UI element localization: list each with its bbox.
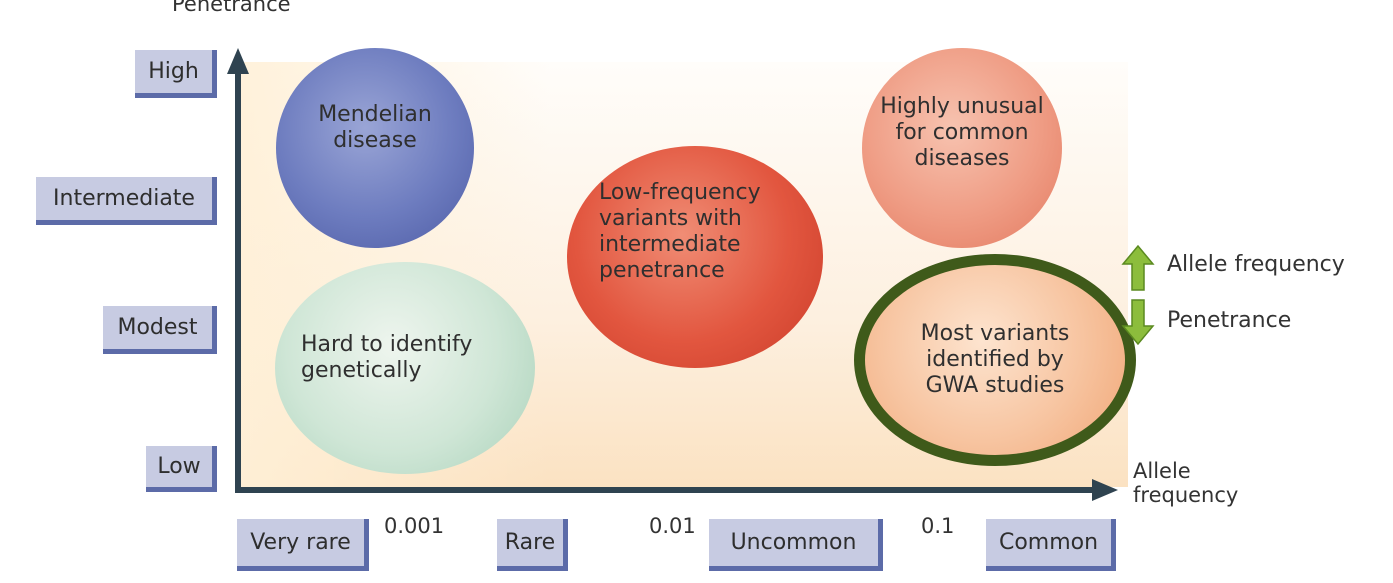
level-low: Low <box>146 446 217 492</box>
bubble-mendelian-label: Mendelian disease <box>318 102 432 153</box>
bubble-low-frequency: Low-frequency variants with intermediate… <box>567 146 823 368</box>
x-axis-title-line1: Allele <box>1133 459 1191 483</box>
legend-allele-frequency: Allele frequency <box>1167 252 1345 277</box>
up-arrow-icon <box>1121 244 1155 291</box>
tick-0-001: 0.001 <box>384 514 445 538</box>
y-axis-title: Penetrance <box>172 0 291 16</box>
bubble-mendelian-disease: Mendelian disease <box>276 48 474 248</box>
y-axis-arrowhead <box>227 48 249 74</box>
bubble-highly-unusual-label: Highly unusual for common diseases <box>880 94 1044 171</box>
bubble-most-variants-gwa: Most variants identified by GWA studies <box>854 254 1136 466</box>
x-axis-title-line2: frequency <box>1133 483 1239 508</box>
x-axis-arrowhead <box>1092 479 1118 501</box>
bubble-most-variants-label: Most variants identified by GWA studies <box>920 321 1070 398</box>
category-very-rare: Very rare <box>237 519 369 571</box>
legend-penetrance: Penetrance <box>1167 308 1292 333</box>
bubble-hard-to-identify-label: Hard to identify genetically <box>301 332 473 383</box>
tick-0-01: 0.01 <box>649 514 696 538</box>
category-rare: Rare <box>497 519 568 571</box>
down-arrow-icon <box>1121 299 1155 346</box>
x-axis-title: Allele frequency <box>1133 459 1238 507</box>
bubble-highly-unusual: Highly unusual for common diseases <box>862 48 1062 248</box>
bubble-low-frequency-label: Low-frequency variants with intermediate… <box>599 180 761 283</box>
tick-0-1: 0.1 <box>921 514 955 538</box>
category-common: Common <box>986 519 1116 571</box>
level-high: High <box>135 50 217 98</box>
legend-arrows <box>1121 244 1155 346</box>
bubble-hard-to-identify: Hard to identify genetically <box>275 262 535 474</box>
level-intermediate: Intermediate <box>36 177 217 225</box>
category-uncommon: Uncommon <box>709 519 883 571</box>
level-modest: Modest <box>103 306 217 354</box>
